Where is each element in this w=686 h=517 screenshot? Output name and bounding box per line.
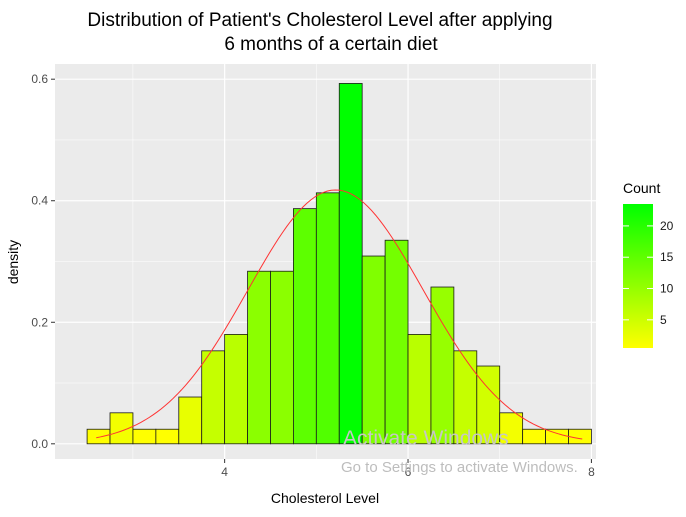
watermark-settings: Go to Settings to activate Windows. [341,459,578,476]
legend-label: 15 [660,250,674,264]
histogram-bar [568,428,592,445]
legend-ticks: 20 15 10 5 [623,219,674,327]
histogram-bar [430,286,455,445]
watermark-activate: Activate Windows [343,427,509,450]
histogram-bar [384,239,409,445]
y-axis-title: density [5,240,21,284]
x-tick-label: 4 [221,465,228,479]
y-tick-label: 0.4 [31,194,48,208]
legend-label: 10 [660,282,674,296]
histogram-bar [132,428,157,445]
histogram-bars [86,83,592,445]
histogram-bar [270,270,294,445]
legend: Count 20 15 10 5 [623,180,674,348]
legend-label: 20 [660,219,674,233]
histogram-bar [86,428,111,445]
x-axis-title: Cholesterol Level [271,490,379,506]
histogram-bar [201,350,226,445]
y-axis: 0.0 0.2 0.4 0.6 [31,72,55,451]
histogram-bar [499,412,524,445]
legend-label: 5 [660,313,667,327]
histogram-bar [338,83,363,445]
histogram-bar [155,428,180,445]
histogram-bar [476,365,501,445]
y-tick-label: 0.2 [31,315,48,329]
histogram-bar [247,270,271,445]
histogram-bar [109,412,134,445]
chart-title-line-2: 6 months of a certain diet [224,34,438,55]
y-tick-label: 0.6 [31,72,48,86]
histogram-bar [315,192,340,445]
chart-title-line-1: Distribution of Patient's Cholesterol Le… [87,10,552,31]
legend-colorbar [623,204,653,348]
histogram-bar [293,208,317,445]
histogram-bar [545,428,569,445]
x-tick-label: 6 [405,465,412,479]
y-tick-label: 0.0 [31,437,48,451]
histogram-bar [178,396,203,445]
histogram-bar [224,334,248,445]
legend-title: Count [623,180,660,196]
histogram-bar [361,255,386,445]
density-curve [96,189,583,440]
histogram-bar [522,428,546,445]
x-tick-label: 8 [588,465,595,479]
x-axis: 4 6 8 [221,459,595,479]
